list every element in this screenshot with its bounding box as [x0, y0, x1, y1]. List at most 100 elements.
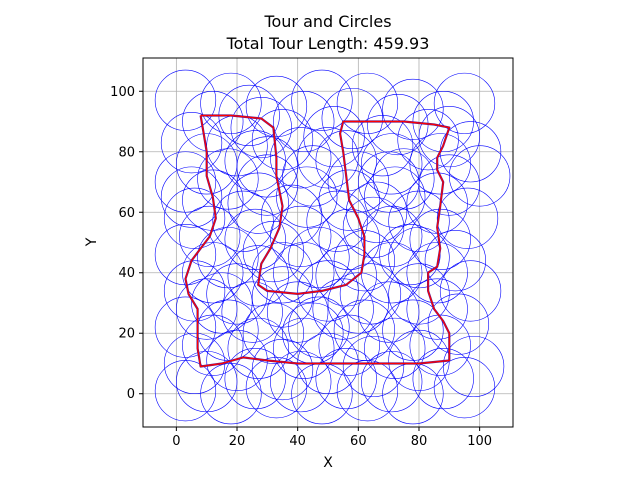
coverage-circle	[336, 360, 399, 422]
coverage-circle	[179, 205, 241, 267]
y-tick-label: 80	[118, 145, 135, 160]
coverage-circle	[364, 317, 426, 379]
coverage-circle	[160, 166, 223, 228]
coverage-circle	[424, 230, 487, 292]
y-axis-label: Y	[84, 237, 100, 247]
coverage-circle	[236, 136, 298, 198]
coverage-circle	[342, 335, 405, 398]
coverage-circle	[224, 208, 286, 271]
x-tick-label: 60	[350, 434, 367, 449]
coverage-circle	[267, 281, 329, 343]
coverage-circle	[345, 181, 408, 243]
coverage-circle	[251, 242, 314, 304]
y-tick-label: 20	[118, 327, 135, 342]
coverage-circle	[358, 151, 420, 213]
coverage-circle	[361, 133, 423, 195]
x-axis-label: X	[323, 455, 333, 471]
plot-area	[154, 69, 511, 425]
coverage-circle	[197, 148, 259, 210]
coverage-circle	[297, 260, 359, 322]
coverage-circle	[315, 130, 377, 192]
x-tick-label: 40	[289, 434, 306, 449]
coverage-circle	[409, 314, 471, 376]
chart-title: Tour and Circles	[263, 12, 391, 31]
coverage-circle	[176, 351, 238, 413]
coverage-circle	[154, 296, 217, 358]
coverage-circle	[288, 227, 350, 289]
coverage-circle	[245, 75, 308, 137]
coverage-circle	[361, 205, 423, 267]
x-tick-label: 0	[172, 434, 180, 449]
coverage-circle	[276, 166, 338, 228]
coverage-circle	[197, 227, 259, 289]
coverage-circle	[315, 348, 377, 410]
coverage-circle	[427, 293, 490, 355]
coverage-circle	[242, 302, 305, 364]
coverage-circle	[224, 348, 286, 410]
coverage-circle	[342, 196, 405, 258]
coverage-circle	[306, 190, 368, 252]
coverage-circle	[163, 260, 226, 322]
coverage-circle	[221, 281, 283, 343]
x-tick-label: 80	[411, 434, 428, 449]
y-tick-label: 60	[118, 206, 135, 221]
coverage-circle	[358, 281, 420, 343]
coverage-circle	[191, 272, 253, 334]
y-tick-label: 100	[110, 85, 135, 100]
coverage-circle	[227, 245, 289, 307]
coverage-circle	[333, 230, 396, 292]
coverage-circle	[388, 263, 450, 325]
coverage-circle	[318, 314, 380, 376]
coverage-circle	[327, 272, 389, 334]
coverage-circle	[200, 72, 262, 134]
coverage-circle	[224, 130, 286, 192]
coverage-circle	[182, 90, 244, 153]
coverage-circle	[251, 109, 314, 171]
coverage-circle	[412, 348, 474, 410]
coverage-circle	[439, 260, 502, 322]
coverage-circle	[154, 224, 217, 286]
coverage-circle	[373, 148, 435, 210]
coverage-circle	[409, 133, 471, 195]
coverage-circle	[297, 127, 359, 189]
coverage-circle	[227, 317, 289, 379]
coverage-circle	[270, 351, 332, 413]
coverage-circle	[442, 335, 505, 398]
coverage-circle	[318, 169, 380, 231]
coverage-circle	[321, 87, 383, 150]
coverage-circle	[388, 227, 450, 289]
chart-subtitle: Total Tour Length: 459.93	[226, 34, 430, 53]
x-tick-label: 100	[467, 434, 492, 449]
coverage-circle	[364, 166, 426, 228]
coverage-circle	[270, 127, 332, 189]
coverage-circle	[160, 112, 223, 174]
coverage-circle	[270, 205, 332, 267]
axis-ticks: 0 20 40 60 80 100 0 20 40 60 80 100	[110, 85, 492, 449]
plot-frame	[142, 57, 514, 428]
coverage-circle	[273, 90, 335, 153]
coverage-circle	[382, 299, 444, 361]
coverage-circle	[388, 190, 450, 252]
coverage-circle	[327, 151, 389, 213]
coverage-circle	[227, 172, 289, 234]
coverage-circle	[273, 317, 335, 379]
coverage-circle	[433, 72, 496, 134]
coverage-circle	[176, 278, 238, 340]
coverage-circle	[154, 151, 217, 213]
coverage-circle	[382, 78, 444, 140]
coverage-circle	[154, 69, 217, 131]
coverage-circle	[182, 242, 244, 304]
coverage-circle	[418, 106, 480, 168]
coverage-circle	[242, 221, 305, 283]
x-tick-label: 20	[229, 434, 246, 449]
coverage-circle	[154, 360, 217, 422]
y-tick-label: 40	[118, 266, 135, 281]
coverage-circle	[336, 72, 399, 134]
coverage-circle	[282, 145, 344, 207]
coverage-circle	[406, 278, 468, 340]
tour-path	[184, 114, 450, 368]
coverage-circle	[449, 145, 511, 207]
coverage-circle	[315, 245, 377, 307]
coverage-circle	[245, 357, 308, 419]
coverage-circle	[291, 69, 353, 131]
